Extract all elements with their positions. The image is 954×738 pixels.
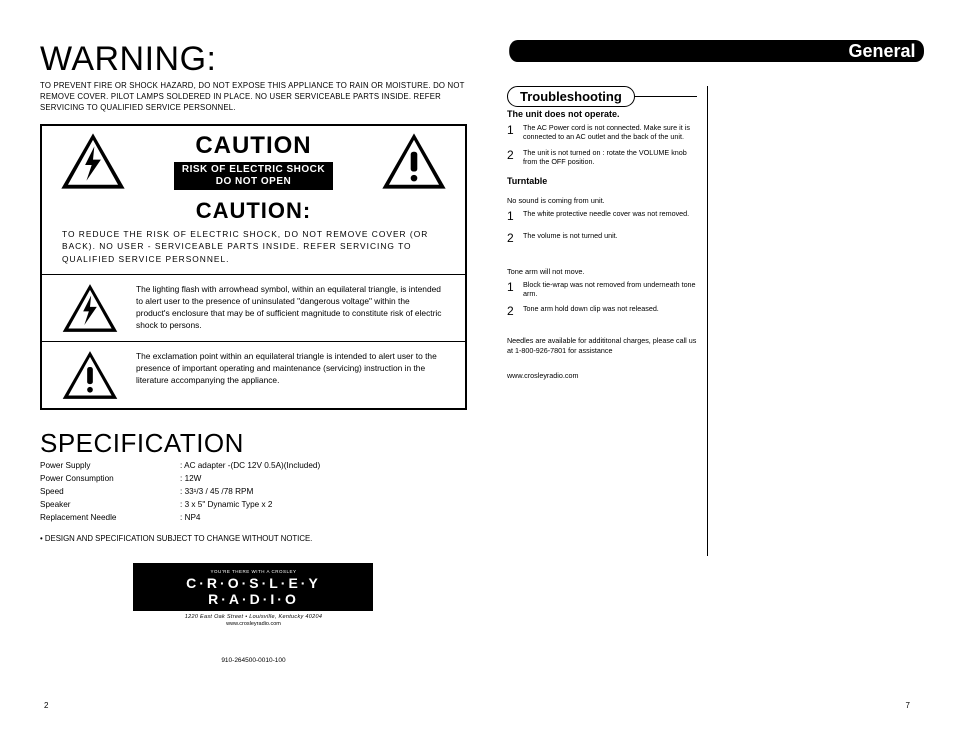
ts-footnote: Needles are available for addititonal ch… <box>507 336 697 355</box>
bolt-triangle-icon <box>56 283 124 333</box>
ts-num: 1 <box>507 209 523 225</box>
brand-box: YOU'RE THERE WITH A CROSLEY C·R·O·S·L·E·… <box>133 563 373 627</box>
specification-table: Power SupplyAC adapter -(DC 12V 0.5A)(In… <box>40 459 467 525</box>
caution-bar-line1: RISK OF ELECTRIC SHOCK <box>182 164 325 175</box>
caution-second-body: TO REDUCE THE RISK OF ELECTRIC SHOCK, DO… <box>42 224 465 274</box>
ts-item: 1The AC Power cord is not connected. Mak… <box>507 123 697 142</box>
ts-sub-tonearm: Tone arm will not move. <box>507 267 697 276</box>
column-divider <box>707 86 708 556</box>
ts-item: 1Block tie-wrap was not removed from und… <box>507 280 697 299</box>
ts-website: www.crosleyradio.com <box>507 371 697 380</box>
troubleshooting-title: Troubleshooting <box>507 86 635 107</box>
warning-title: WARNING: <box>40 40 467 79</box>
exclamation-triangle-icon <box>375 132 453 190</box>
ts-text: The white protective needle cover was no… <box>523 209 689 225</box>
general-header: General <box>509 40 924 62</box>
caution-second-heading: CAUTION: <box>42 198 465 224</box>
right-page-number: 7 <box>906 701 910 710</box>
ts-item: 2The unit is not turned on : rotate the … <box>507 148 697 167</box>
ts-item: 1The white protective needle cover was n… <box>507 209 697 225</box>
ts-text: The unit is not turned on : rotate the V… <box>523 148 697 167</box>
spec-label: Power Supply <box>40 459 180 472</box>
ts-num: 1 <box>507 280 523 299</box>
ts-num: 2 <box>507 148 523 167</box>
ts-num: 2 <box>507 231 523 247</box>
spec-value: 33¹/3 / 45 /78 RPM <box>180 485 253 498</box>
left-page: WARNING: TO PREVENT FIRE OR SHOCK HAZARD… <box>40 40 487 718</box>
bolt-explain-row: The lighting flash with arrowhead symbol… <box>42 274 465 341</box>
spec-value: AC adapter -(DC 12V 0.5A)(Included) <box>180 459 320 472</box>
bolt-triangle-icon <box>54 132 132 190</box>
brand-bar: YOU'RE THERE WITH A CROSLEY C·R·O·S·L·E·… <box>133 563 373 611</box>
spec-row: Speaker3 x 5" Dynamic Type x 2 <box>40 498 467 511</box>
ts-heading-unit: The unit does not operate. <box>507 109 697 119</box>
specification-title: SPECIFICATION <box>40 428 467 459</box>
spec-label: Power Consumption <box>40 472 180 485</box>
spec-row: Speed33¹/3 / 45 /78 RPM <box>40 485 467 498</box>
caution-main-label: CAUTION <box>132 132 375 160</box>
exclamation-explain-row: The exclamation point within an equilate… <box>42 341 465 408</box>
spec-row: Power Consumption12W <box>40 472 467 485</box>
spec-label: Speed <box>40 485 180 498</box>
brand-address: 1220 East Oak Street • Louisville, Kentu… <box>133 614 373 620</box>
caution-center: CAUTION RISK OF ELECTRIC SHOCK DO NOT OP… <box>132 132 375 190</box>
ts-text: Block tie-wrap was not removed from unde… <box>523 280 697 299</box>
brand-name: C·R·O·S·L·E·Y R·A·D·I·O <box>137 575 369 607</box>
bolt-explain-text: The lighting flash with arrowhead symbol… <box>124 283 451 332</box>
ts-item: 2Tone arm hold down clip was not release… <box>507 304 697 320</box>
ts-text: The volume is not turned unit. <box>523 231 618 247</box>
ts-num: 2 <box>507 304 523 320</box>
ts-num: 1 <box>507 123 523 142</box>
spec-label: Speaker <box>40 498 180 511</box>
spec-value: 3 x 5" Dynamic Type x 2 <box>180 498 272 511</box>
spec-value: 12W <box>180 472 201 485</box>
right-page: General Troubleshooting The unit does no… <box>487 40 924 718</box>
spec-row: Replacement NeedleNP4 <box>40 511 467 524</box>
caution-top-row: CAUTION RISK OF ELECTRIC SHOCK DO NOT OP… <box>42 126 465 194</box>
spec-label: Replacement Needle <box>40 511 180 524</box>
exclamation-explain-text: The exclamation point within an equilate… <box>124 350 451 387</box>
ts-text: Tone arm hold down clip was not released… <box>523 304 659 320</box>
ts-heading-turntable: Turntable <box>507 176 697 186</box>
troubleshooting-column: Troubleshooting The unit does not operat… <box>507 86 707 556</box>
specification-note: • DESIGN AND SPECIFICATION SUBJECT TO CH… <box>40 534 467 543</box>
caution-bar: RISK OF ELECTRIC SHOCK DO NOT OPEN <box>174 162 333 190</box>
ts-item: 2The volume is not turned unit. <box>507 231 697 247</box>
spec-value: NP4 <box>180 511 201 524</box>
spec-row: Power SupplyAC adapter -(DC 12V 0.5A)(In… <box>40 459 467 472</box>
general-header-label: General <box>848 41 915 62</box>
warning-body: TO PREVENT FIRE OR SHOCK HAZARD, DO NOT … <box>40 81 467 114</box>
brand-website: www.crosleyradio.com <box>133 621 373 627</box>
ts-text: The AC Power cord is not connected. Make… <box>523 123 697 142</box>
ts-sub-nosound: No sound is coming from unit. <box>507 196 697 205</box>
caution-bar-line2: DO NOT OPEN <box>216 176 292 187</box>
document-number: 910-264500-0010-100 <box>40 657 467 664</box>
exclamation-triangle-icon <box>56 350 124 400</box>
brand-tagline: YOU'RE THERE WITH A CROSLEY <box>137 569 369 574</box>
left-page-number: 2 <box>44 701 48 710</box>
caution-panel: CAUTION RISK OF ELECTRIC SHOCK DO NOT OP… <box>40 124 467 410</box>
right-columns: Troubleshooting The unit does not operat… <box>507 86 924 556</box>
